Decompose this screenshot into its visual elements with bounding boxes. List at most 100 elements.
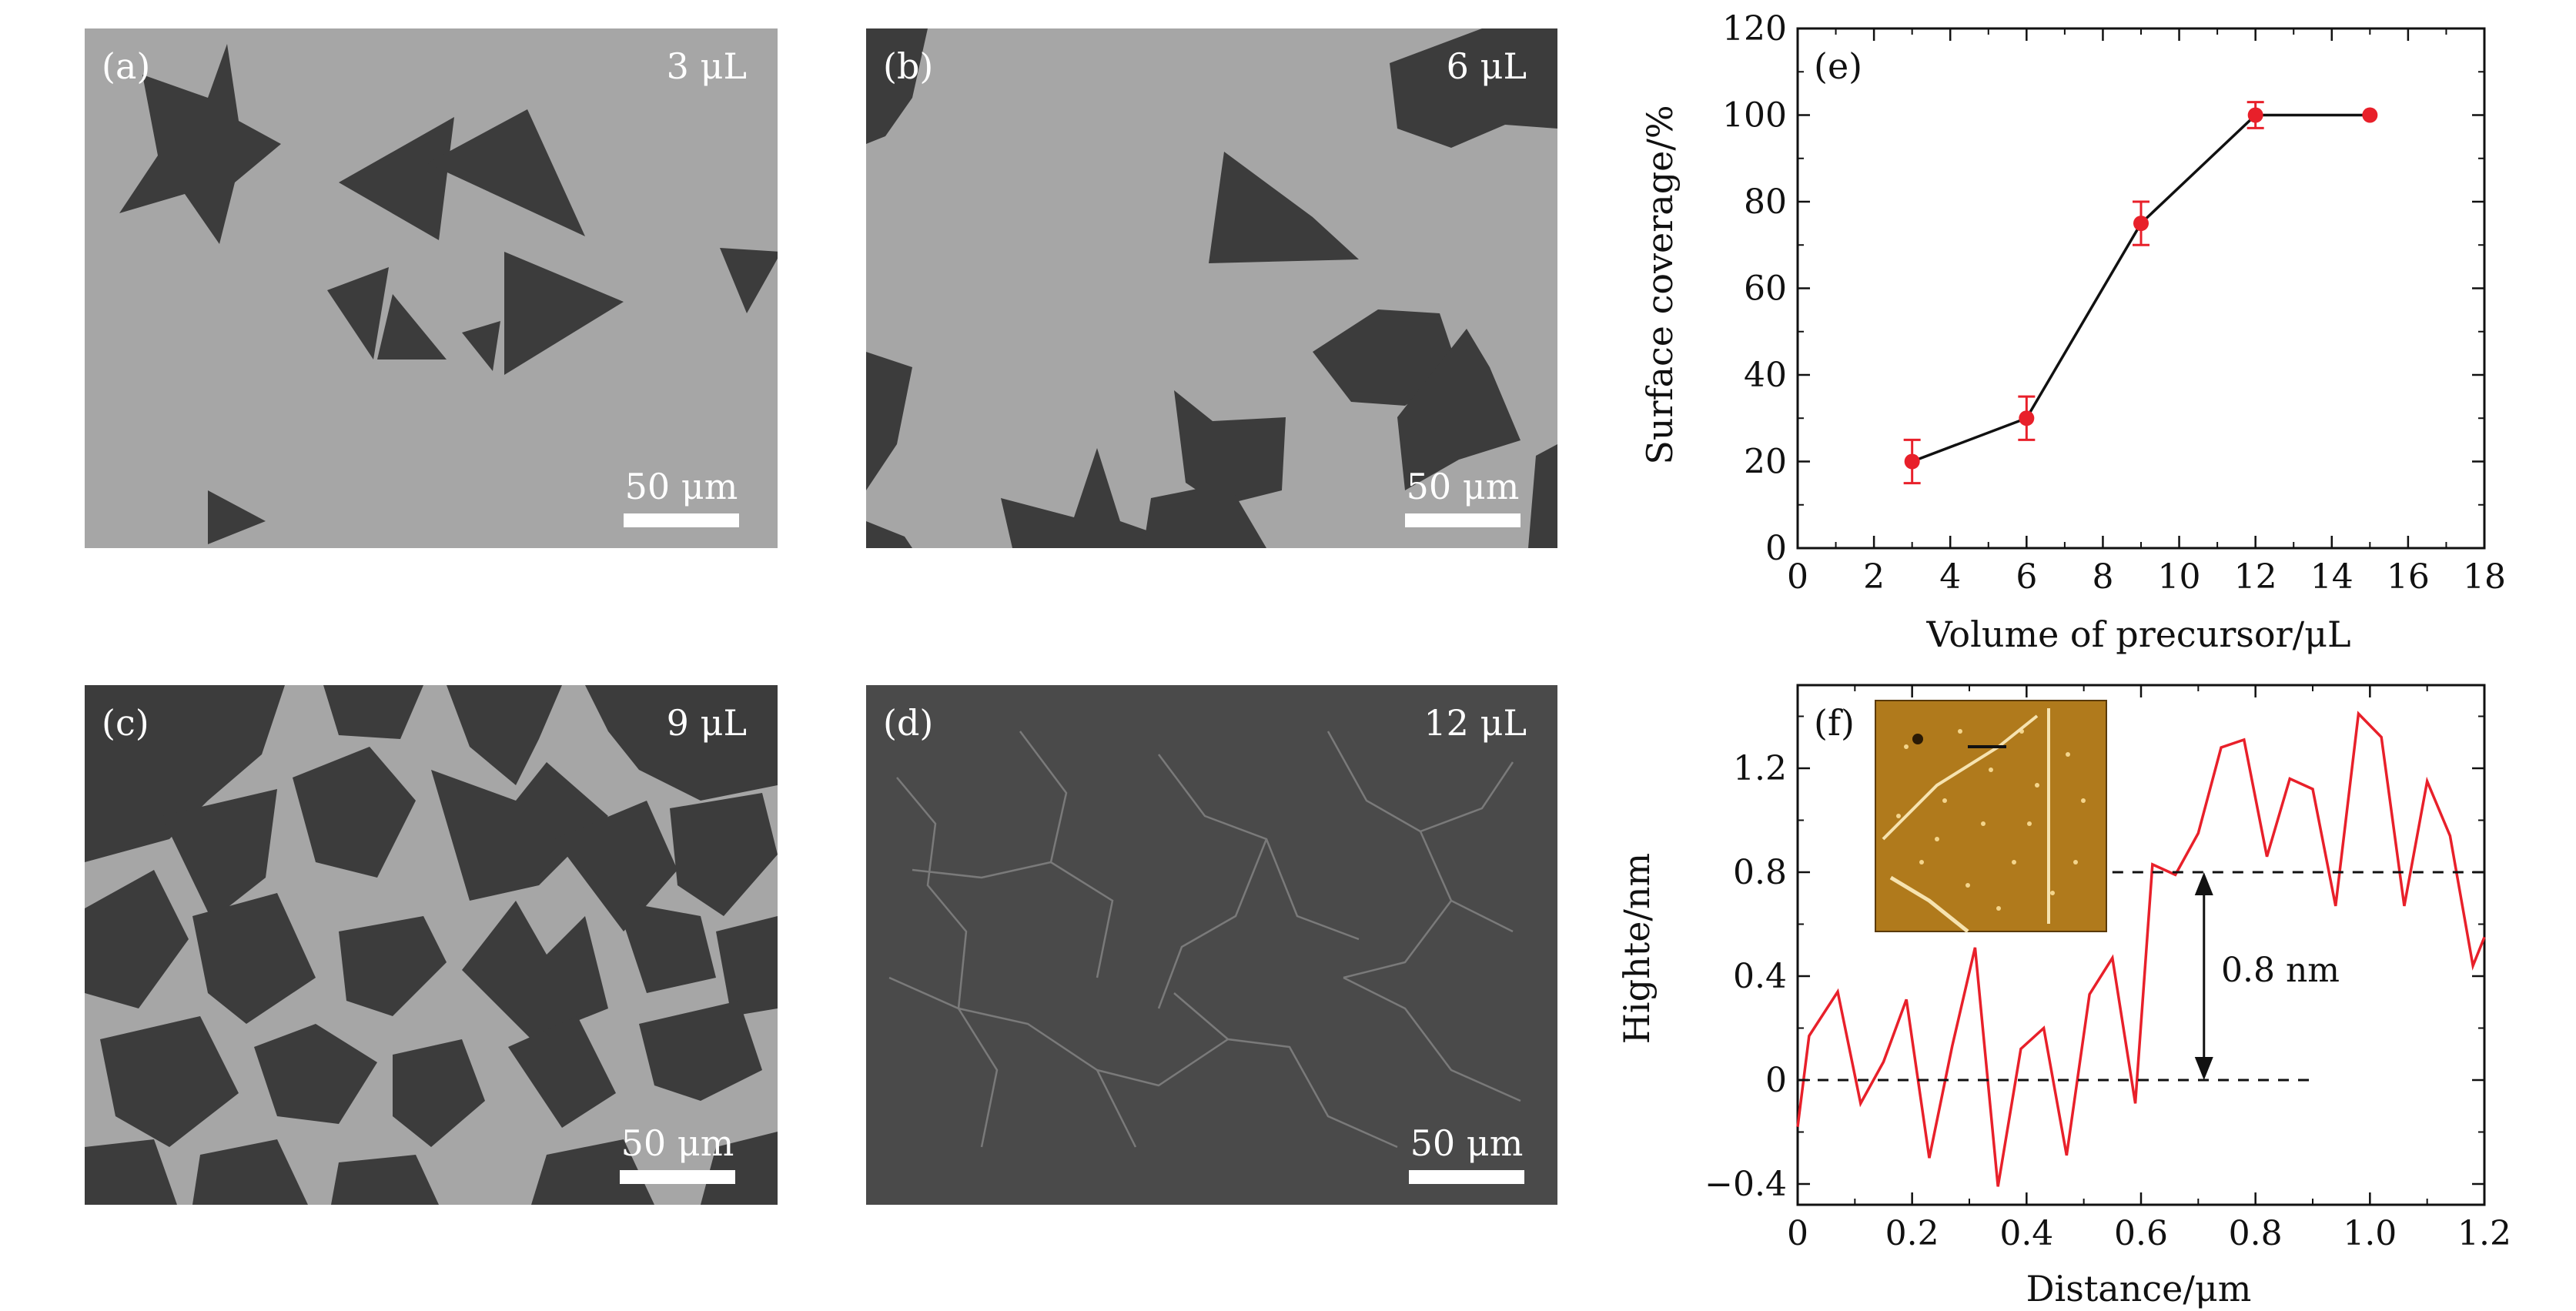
afm-inset-particle <box>2066 752 2070 757</box>
flake <box>323 685 423 739</box>
chart-e-data-point <box>2133 216 2149 232</box>
micrograph-a: (a) 3 μL 50 μm <box>85 28 778 548</box>
afm-inset-particle <box>2012 860 2016 865</box>
afm-inset-image <box>1875 700 2107 932</box>
flake <box>427 109 585 236</box>
chart-e-y-tick-label: 80 <box>1744 182 1787 222</box>
flake <box>293 747 416 878</box>
afm-inset-particle <box>1935 837 1939 841</box>
flake <box>1209 152 1359 263</box>
chart-e-x-tick-label: 4 <box>1939 557 1961 597</box>
flake <box>866 521 912 548</box>
grain-boundary <box>1343 900 1452 979</box>
micrograph-c-image <box>85 685 778 1205</box>
chart-f-x-tick-label: 0.4 <box>1999 1214 2053 1253</box>
micrograph-c: (c) 9 μL 50 μm <box>85 685 778 1205</box>
micrograph-b-image <box>866 28 1557 548</box>
chart-e-series-line <box>1912 113 2370 463</box>
flake <box>701 1132 778 1205</box>
flake <box>1390 28 1557 148</box>
afm-inset-particle <box>1989 768 1993 772</box>
chart-e-x-tick-label: 10 <box>2158 557 2201 597</box>
flake <box>85 685 285 862</box>
flake <box>616 901 716 993</box>
chart-e-y-tick-label: 20 <box>1744 443 1787 482</box>
flake <box>1143 483 1266 548</box>
flake <box>1528 444 1557 548</box>
panel-label-b: (b) <box>883 45 934 87</box>
scale-bar-label-c: 50 μm <box>621 1122 734 1164</box>
flake <box>720 248 778 313</box>
chart-e-x-tick-label: 2 <box>1863 557 1885 597</box>
flake <box>327 267 389 360</box>
chart-e-y-axis-label: Surface coverage/% <box>1639 105 1681 464</box>
flake <box>554 801 677 931</box>
grain-boundary <box>1157 838 1268 1009</box>
micrograph-b: (b) 6 μL 50 μm <box>866 28 1557 548</box>
flake <box>339 117 454 240</box>
chart-e-x-tick-label: 12 <box>2234 557 2277 597</box>
flake <box>192 893 316 1024</box>
chart-f-y-tick-label: −0.4 <box>1705 1165 1787 1204</box>
flake <box>100 1016 239 1147</box>
grain-boundary <box>1173 992 1398 1149</box>
chart-e-y-tick-label: 60 <box>1744 269 1787 309</box>
flake <box>462 321 500 371</box>
chart-e-y-tick-label: 40 <box>1744 356 1787 395</box>
scale-bar-d <box>1409 1170 1524 1184</box>
chart-e-data-point <box>2247 107 2263 123</box>
chart-f-height-profile <box>1796 711 2486 1187</box>
chart-e-data-point <box>2362 107 2378 123</box>
panel-label-d: (d) <box>883 702 934 744</box>
flake <box>447 685 562 785</box>
volume-label-a: 3 μL <box>666 45 747 87</box>
flake <box>585 685 778 801</box>
flake <box>462 901 608 1039</box>
flake <box>208 490 266 544</box>
chart-f-step-arrow-head-up <box>2194 872 2213 895</box>
chart-f: (f) Distance/μm Highte/nm 0.8 nm 0 0.2 0.4… <box>1616 684 2511 1309</box>
afm-inset-particle <box>1919 860 1924 865</box>
flake <box>508 1016 616 1128</box>
flake <box>254 1024 377 1124</box>
chart-f-x-tick-label: 0.2 <box>1885 1214 1939 1253</box>
flake <box>1313 309 1459 406</box>
flake <box>866 352 912 490</box>
panel-label-a: (a) <box>102 45 151 87</box>
grain-boundary <box>1420 761 1514 833</box>
chart-f-y-tick-label: 1.2 <box>1733 749 1787 788</box>
chart-e-x-axis-label: Volume of precursor/μL <box>1925 614 2350 655</box>
flake <box>192 1139 308 1205</box>
volume-label-c: 9 μL <box>666 702 747 744</box>
continuous-film <box>866 685 1557 1205</box>
flake <box>85 1139 177 1205</box>
chart-f-step-annotation: 0.8 nm <box>2221 951 2340 990</box>
flake <box>1397 329 1521 490</box>
micrograph-d: (d) 12 μL 50 μm <box>866 685 1557 1205</box>
chart-f-step-arrow-head-down <box>2194 1057 2213 1080</box>
flake <box>431 762 608 901</box>
afm-inset-particle <box>2035 783 2039 788</box>
scale-bar-c <box>620 1170 735 1184</box>
chart-e-data-point <box>2019 410 2035 426</box>
flake <box>531 1139 654 1205</box>
afm-inset-particle <box>1965 883 1970 888</box>
afm-inset-particle <box>1896 814 1901 818</box>
flake <box>162 789 277 920</box>
scale-bar-a <box>624 513 739 527</box>
chart-e-y-tick-label: 100 <box>1722 96 1787 135</box>
flake <box>1174 390 1286 506</box>
afm-inset-particle <box>2050 891 2055 895</box>
chart-e-data-point <box>1904 453 1920 470</box>
grain-boundary <box>1096 1038 1229 1087</box>
scale-bar-label-a: 50 μm <box>624 466 738 507</box>
chart-e-x-tick-label: 18 <box>2463 557 2506 597</box>
grain-boundary <box>888 976 1137 1148</box>
afm-inset-particle <box>2073 860 2078 865</box>
chart-e-x-tick-label: 14 <box>2310 557 2354 597</box>
afm-inset-edge <box>1882 714 2039 841</box>
flake <box>716 916 778 1016</box>
afm-inset-particle <box>2081 798 2086 803</box>
chart-f-x-tick-label: 0.6 <box>2114 1214 2168 1253</box>
